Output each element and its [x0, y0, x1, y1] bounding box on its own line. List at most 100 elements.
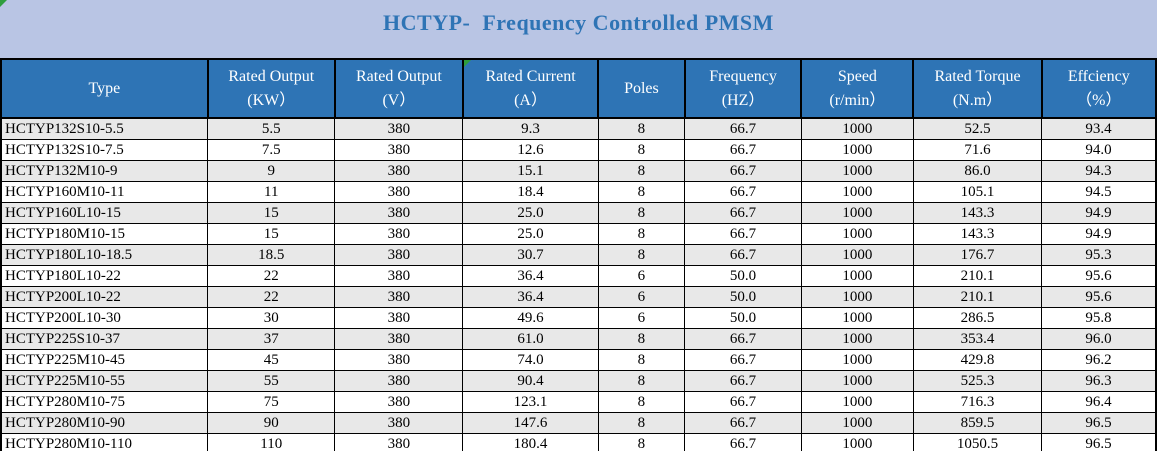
- cell-efficiency[interactable]: 94.9: [1041, 202, 1157, 224]
- cell-efficiency[interactable]: 94.3: [1041, 160, 1157, 182]
- cell-speed[interactable]: 1000: [800, 244, 914, 266]
- cell-frequency[interactable]: 66.7: [684, 370, 802, 392]
- cell-efficiency[interactable]: 94.9: [1041, 223, 1157, 245]
- cell-type[interactable]: HCTYP132S10-5.5: [0, 117, 209, 140]
- cell-poles[interactable]: 8: [597, 349, 686, 371]
- cell-speed[interactable]: 1000: [800, 139, 914, 161]
- cell-frequency[interactable]: 66.7: [684, 160, 802, 182]
- cell-efficiency[interactable]: 95.6: [1041, 265, 1157, 287]
- cell-output-kw[interactable]: 30: [207, 307, 336, 329]
- column-header-type[interactable]: Type: [0, 58, 209, 119]
- cell-speed[interactable]: 1000: [800, 391, 914, 413]
- cell-poles[interactable]: 6: [597, 286, 686, 308]
- cell-type[interactable]: HCTYP180L10-22: [0, 265, 209, 287]
- cell-frequency[interactable]: 50.0: [684, 286, 802, 308]
- cell-current-a[interactable]: 36.4: [462, 286, 599, 308]
- cell-speed[interactable]: 1000: [800, 412, 914, 434]
- cell-type[interactable]: HCTYP180L10-18.5: [0, 244, 209, 266]
- cell-speed[interactable]: 1000: [800, 349, 914, 371]
- cell-frequency[interactable]: 50.0: [684, 307, 802, 329]
- cell-poles[interactable]: 8: [597, 244, 686, 266]
- cell-poles[interactable]: 8: [597, 328, 686, 350]
- cell-speed[interactable]: 1000: [800, 181, 914, 203]
- cell-type[interactable]: HCTYP225M10-45: [0, 349, 209, 371]
- cell-frequency[interactable]: 66.7: [684, 181, 802, 203]
- cell-output-v[interactable]: 380: [334, 412, 464, 434]
- cell-torque[interactable]: 429.8: [912, 349, 1043, 371]
- cell-output-v[interactable]: 380: [334, 139, 464, 161]
- cell-poles[interactable]: 8: [597, 202, 686, 224]
- cell-current-a[interactable]: 15.1: [462, 160, 599, 182]
- cell-frequency[interactable]: 66.7: [684, 349, 802, 371]
- cell-speed[interactable]: 1000: [800, 286, 914, 308]
- cell-current-a[interactable]: 49.6: [462, 307, 599, 329]
- cell-output-kw[interactable]: 37: [207, 328, 336, 350]
- cell-torque[interactable]: 859.5: [912, 412, 1043, 434]
- cell-speed[interactable]: 1000: [800, 433, 914, 451]
- cell-output-kw[interactable]: 15: [207, 223, 336, 245]
- cell-current-a[interactable]: 61.0: [462, 328, 599, 350]
- cell-type[interactable]: HCTYP225S10-37: [0, 328, 209, 350]
- cell-torque[interactable]: 1050.5: [912, 433, 1043, 451]
- cell-output-kw[interactable]: 75: [207, 391, 336, 413]
- cell-efficiency[interactable]: 95.6: [1041, 286, 1157, 308]
- cell-torque[interactable]: 286.5: [912, 307, 1043, 329]
- cell-type[interactable]: HCTYP132M10-9: [0, 160, 209, 182]
- cell-speed[interactable]: 1000: [800, 265, 914, 287]
- column-header-speed[interactable]: Speed (r/min）: [800, 58, 915, 119]
- cell-current-a[interactable]: 180.4: [462, 433, 599, 451]
- cell-torque[interactable]: 716.3: [912, 391, 1043, 413]
- cell-output-v[interactable]: 380: [334, 160, 464, 182]
- cell-output-kw[interactable]: 15: [207, 202, 336, 224]
- cell-frequency[interactable]: 66.7: [684, 412, 802, 434]
- cell-output-v[interactable]: 380: [334, 286, 464, 308]
- cell-efficiency[interactable]: 96.3: [1041, 370, 1157, 392]
- cell-current-a[interactable]: 123.1: [462, 391, 599, 413]
- cell-torque[interactable]: 143.3: [912, 202, 1043, 224]
- cell-efficiency[interactable]: 95.8: [1041, 307, 1157, 329]
- cell-output-kw[interactable]: 11: [207, 181, 336, 203]
- cell-output-kw[interactable]: 110: [207, 433, 336, 451]
- column-header-output-kw[interactable]: Rated Output (KW）: [206, 58, 336, 119]
- cell-poles[interactable]: 8: [597, 370, 686, 392]
- cell-output-kw[interactable]: 7.5: [207, 139, 336, 161]
- cell-output-v[interactable]: 380: [334, 265, 464, 287]
- cell-torque[interactable]: 525.3: [912, 370, 1043, 392]
- cell-speed[interactable]: 1000: [800, 117, 914, 140]
- cell-output-v[interactable]: 380: [334, 202, 464, 224]
- cell-current-a[interactable]: 25.0: [462, 223, 599, 245]
- cell-frequency[interactable]: 66.7: [684, 223, 802, 245]
- column-header-frequency[interactable]: Frequency (HZ）: [683, 58, 803, 119]
- cell-torque[interactable]: 353.4: [912, 328, 1043, 350]
- cell-type[interactable]: HCTYP160M10-11: [0, 181, 209, 203]
- cell-current-a[interactable]: 36.4: [462, 265, 599, 287]
- cell-frequency[interactable]: 66.7: [684, 117, 802, 140]
- cell-output-kw[interactable]: 22: [207, 286, 336, 308]
- cell-torque[interactable]: 143.3: [912, 223, 1043, 245]
- cell-output-kw[interactable]: 22: [207, 265, 336, 287]
- cell-output-kw[interactable]: 18.5: [207, 244, 336, 266]
- cell-current-a[interactable]: 90.4: [462, 370, 599, 392]
- cell-efficiency[interactable]: 96.5: [1041, 412, 1157, 434]
- column-header-poles[interactable]: Poles: [597, 58, 686, 119]
- cell-speed[interactable]: 1000: [800, 307, 914, 329]
- cell-current-a[interactable]: 12.6: [462, 139, 599, 161]
- cell-torque[interactable]: 86.0: [912, 160, 1043, 182]
- cell-output-v[interactable]: 380: [334, 433, 464, 451]
- cell-output-v[interactable]: 380: [334, 349, 464, 371]
- cell-speed[interactable]: 1000: [800, 370, 914, 392]
- cell-output-v[interactable]: 380: [334, 307, 464, 329]
- cell-type[interactable]: HCTYP132S10-7.5: [0, 139, 209, 161]
- cell-type[interactable]: HCTYP280M10-90: [0, 412, 209, 434]
- cell-type[interactable]: HCTYP200L10-22: [0, 286, 209, 308]
- cell-frequency[interactable]: 66.7: [684, 202, 802, 224]
- cell-speed[interactable]: 1000: [800, 223, 914, 245]
- cell-output-kw[interactable]: 90: [207, 412, 336, 434]
- column-header-output-v[interactable]: Rated Output (V）: [333, 58, 464, 119]
- cell-torque[interactable]: 71.6: [912, 139, 1043, 161]
- cell-efficiency[interactable]: 94.5: [1041, 181, 1157, 203]
- cell-output-kw[interactable]: 9: [207, 160, 336, 182]
- cell-type[interactable]: HCTYP280M10-75: [0, 391, 209, 413]
- cell-speed[interactable]: 1000: [800, 202, 914, 224]
- cell-torque[interactable]: 210.1: [912, 265, 1043, 287]
